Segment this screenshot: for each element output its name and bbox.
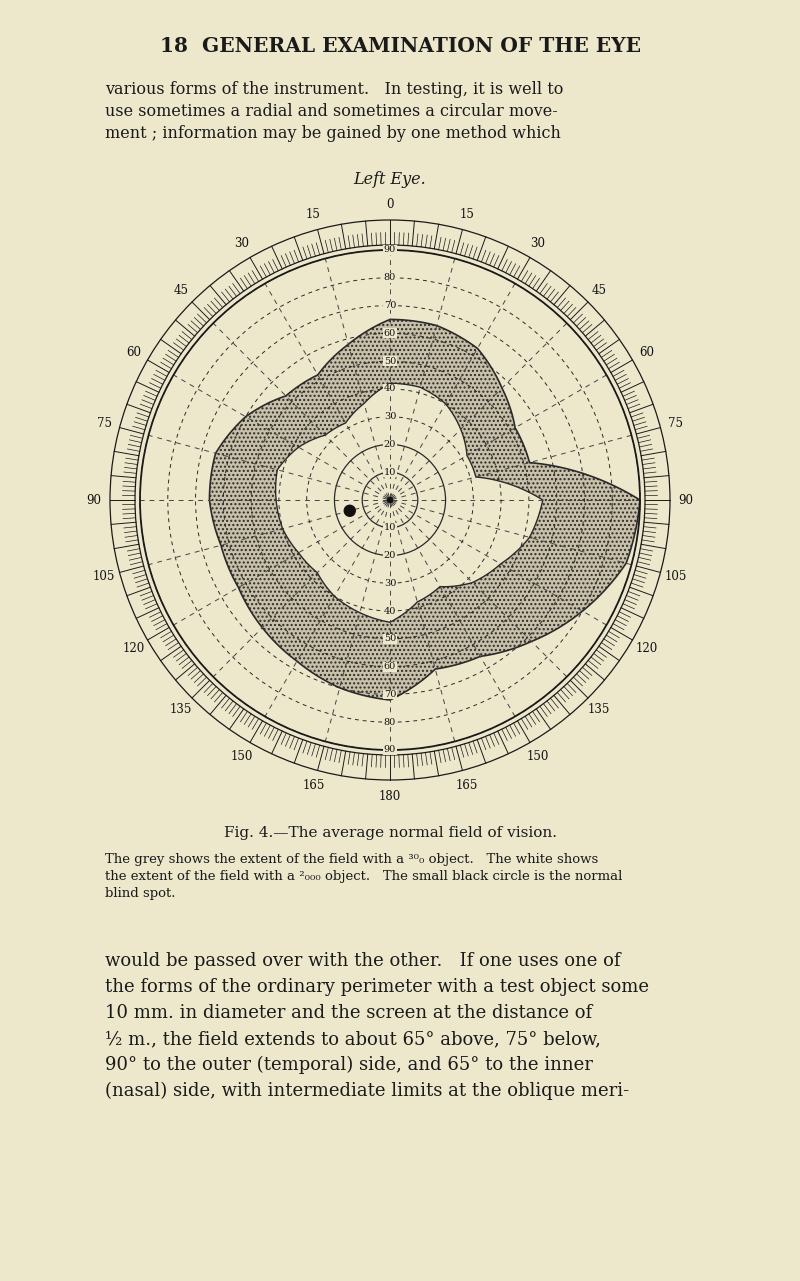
- Text: Left Eye.: Left Eye.: [354, 170, 426, 188]
- Text: ment ; information may be gained by one method which: ment ; information may be gained by one …: [105, 126, 561, 142]
- Text: 10 mm. in diameter and the screen at the distance of: 10 mm. in diameter and the screen at the…: [105, 1004, 592, 1022]
- Text: 120: 120: [122, 642, 145, 655]
- Text: The grey shows the extent of the field with a ³⁰₀ object.   The white shows: The grey shows the extent of the field w…: [105, 853, 598, 866]
- Text: 50: 50: [384, 634, 396, 643]
- Text: 60: 60: [384, 662, 396, 671]
- Text: 30: 30: [384, 579, 396, 588]
- Text: 105: 105: [93, 570, 115, 583]
- Text: blind spot.: blind spot.: [105, 886, 175, 901]
- Text: 70: 70: [384, 690, 396, 699]
- Text: ½ m., the field extends to about 65° above, 75° below,: ½ m., the field extends to about 65° abo…: [105, 1030, 601, 1048]
- Circle shape: [344, 505, 355, 516]
- Text: 75: 75: [97, 416, 111, 430]
- Circle shape: [387, 497, 393, 502]
- Text: 20: 20: [384, 439, 396, 448]
- Text: 60: 60: [384, 329, 396, 338]
- Text: 30: 30: [384, 412, 396, 421]
- Text: 45: 45: [173, 284, 188, 297]
- Text: use sometimes a radial and sometimes a circular move-: use sometimes a radial and sometimes a c…: [105, 102, 558, 120]
- Text: 90° to the outer (temporal) side, and 65° to the inner: 90° to the outer (temporal) side, and 65…: [105, 1056, 593, 1075]
- Text: various forms of the instrument.   In testing, it is well to: various forms of the instrument. In test…: [105, 81, 563, 99]
- Text: 165: 165: [302, 779, 325, 793]
- Text: the forms of the ordinary perimeter with a test object some: the forms of the ordinary perimeter with…: [105, 977, 649, 997]
- Text: 60: 60: [639, 346, 654, 359]
- Text: 80: 80: [384, 273, 396, 282]
- Text: (nasal) side, with intermediate limits at the oblique meri-: (nasal) side, with intermediate limits a…: [105, 1082, 629, 1100]
- Text: 30: 30: [530, 237, 546, 250]
- Polygon shape: [276, 383, 542, 623]
- Text: would be passed over with the other.   If one uses one of: would be passed over with the other. If …: [105, 952, 621, 970]
- Text: 135: 135: [170, 703, 192, 716]
- Text: 15: 15: [459, 208, 474, 220]
- Polygon shape: [210, 319, 640, 699]
- Text: 90: 90: [678, 493, 694, 506]
- Text: Fig. 4.—The average normal field of vision.: Fig. 4.—The average normal field of visi…: [223, 826, 557, 840]
- Text: 20: 20: [384, 551, 396, 560]
- Text: 40: 40: [384, 607, 396, 616]
- Text: 70: 70: [384, 301, 396, 310]
- Text: 165: 165: [455, 779, 478, 793]
- Text: 50: 50: [384, 356, 396, 365]
- Text: 30: 30: [234, 237, 250, 250]
- Text: 180: 180: [379, 789, 401, 802]
- Text: 80: 80: [384, 717, 396, 726]
- Text: 135: 135: [588, 703, 610, 716]
- Text: 150: 150: [527, 749, 549, 763]
- Text: 10: 10: [384, 523, 396, 533]
- Text: the extent of the field with a ²₀₀₀ object.   The small black circle is the norm: the extent of the field with a ²₀₀₀ obje…: [105, 870, 622, 883]
- Text: 15: 15: [306, 208, 321, 220]
- Text: 90: 90: [86, 493, 102, 506]
- Text: 10: 10: [384, 468, 396, 477]
- Text: 18  GENERAL EXAMINATION OF THE EYE: 18 GENERAL EXAMINATION OF THE EYE: [159, 36, 641, 56]
- Text: 40: 40: [384, 384, 396, 393]
- Text: 120: 120: [635, 642, 658, 655]
- Text: 90: 90: [384, 246, 396, 255]
- Text: 150: 150: [231, 749, 253, 763]
- Text: 45: 45: [592, 284, 607, 297]
- Text: 60: 60: [126, 346, 141, 359]
- Text: 75: 75: [669, 416, 683, 430]
- Text: 0: 0: [386, 197, 394, 210]
- Text: 90: 90: [384, 746, 396, 755]
- Text: 105: 105: [665, 570, 687, 583]
